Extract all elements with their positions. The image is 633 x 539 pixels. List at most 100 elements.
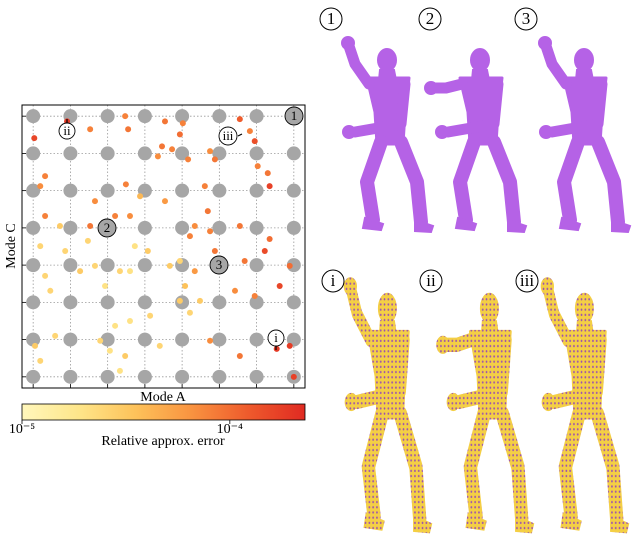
sample-point — [63, 258, 78, 273]
annotation-label: 3 — [216, 257, 223, 272]
data-point — [97, 337, 104, 344]
annotation-label: i — [274, 330, 278, 345]
data-point — [47, 287, 54, 294]
sample-point — [212, 220, 227, 235]
data-point — [161, 118, 168, 125]
data-point — [87, 223, 94, 230]
sample-point — [212, 109, 227, 124]
annotation-marker — [97, 218, 117, 238]
sample-point — [249, 220, 264, 235]
annotation-label: 1 — [291, 108, 298, 123]
sample-point — [175, 332, 190, 347]
data-point — [290, 373, 297, 380]
data-point — [169, 146, 176, 153]
data-point — [186, 233, 193, 240]
sample-point — [249, 183, 264, 198]
sample-point — [26, 258, 41, 273]
sample-point — [100, 109, 115, 124]
annotation-label: ii — [63, 123, 71, 138]
data-point — [266, 236, 273, 243]
data-point — [37, 183, 44, 190]
data-point — [126, 317, 133, 324]
annotation-pointer — [237, 133, 243, 137]
data-point — [122, 352, 129, 359]
data-point — [87, 126, 94, 133]
sample-point — [100, 332, 115, 347]
data-point — [236, 116, 243, 123]
sample-point — [137, 146, 152, 161]
sample-point — [249, 258, 264, 273]
data-point — [91, 262, 98, 269]
data-point — [126, 212, 133, 219]
data-point — [266, 183, 273, 190]
sample-point — [100, 258, 115, 273]
sample-point — [175, 369, 190, 384]
data-point — [264, 170, 271, 177]
sample-point — [286, 183, 301, 198]
sample-point — [249, 369, 264, 384]
annotation-marker — [209, 255, 229, 275]
sample-point — [137, 258, 152, 273]
sample-point — [26, 295, 41, 310]
data-point — [251, 293, 258, 300]
panel-label-circle — [515, 269, 539, 293]
sample-point — [175, 220, 190, 235]
data-point — [186, 309, 193, 316]
sample-point — [26, 332, 41, 347]
data-point — [191, 223, 198, 230]
data-point — [236, 352, 243, 359]
sample-point — [26, 109, 41, 124]
sample-point — [212, 332, 227, 347]
data-point — [102, 282, 109, 289]
y-axis-label: Mode C — [4, 223, 19, 269]
data-point — [273, 345, 280, 352]
sample-point — [26, 369, 41, 384]
data-point — [154, 153, 161, 160]
panel-label-circle — [514, 7, 538, 31]
sample-point — [63, 183, 78, 198]
annotation-label: 2 — [104, 220, 111, 235]
panel-label: 2 — [426, 9, 435, 28]
data-point — [42, 173, 49, 180]
data-point — [246, 128, 253, 135]
data-point — [159, 143, 166, 150]
sample-point — [212, 369, 227, 384]
data-point — [116, 367, 123, 374]
data-point — [231, 287, 238, 294]
sample-point — [286, 295, 301, 310]
sample-point — [249, 332, 264, 347]
sample-point — [249, 295, 264, 310]
sample-point — [100, 183, 115, 198]
panel-label: i — [331, 271, 336, 290]
data-point — [191, 268, 198, 275]
data-point — [137, 193, 144, 200]
data-point — [207, 148, 214, 155]
sample-point — [63, 146, 78, 161]
sample-point — [286, 220, 301, 235]
mesh-figure — [342, 37, 433, 232]
colorbar-tick-label: 10⁻⁴ — [217, 422, 243, 437]
mesh-figure — [542, 279, 628, 533]
sample-point — [100, 146, 115, 161]
data-point — [196, 297, 203, 304]
panel-label: 1 — [327, 9, 336, 28]
data-point — [31, 135, 38, 142]
sample-point — [175, 109, 190, 124]
sample-point — [286, 146, 301, 161]
sample-point — [137, 295, 152, 310]
data-point — [286, 342, 293, 349]
sample-point — [63, 295, 78, 310]
data-point — [77, 268, 84, 275]
panel-label-circle — [321, 269, 345, 293]
data-point — [179, 120, 186, 127]
data-point — [116, 268, 123, 275]
sample-point — [249, 109, 264, 124]
sample-point — [26, 183, 41, 198]
data-point — [37, 357, 44, 364]
panel-label-circle — [418, 7, 442, 31]
colorbar-label: Relative approx. error — [101, 434, 225, 449]
data-point — [131, 243, 138, 250]
data-point — [211, 156, 218, 163]
